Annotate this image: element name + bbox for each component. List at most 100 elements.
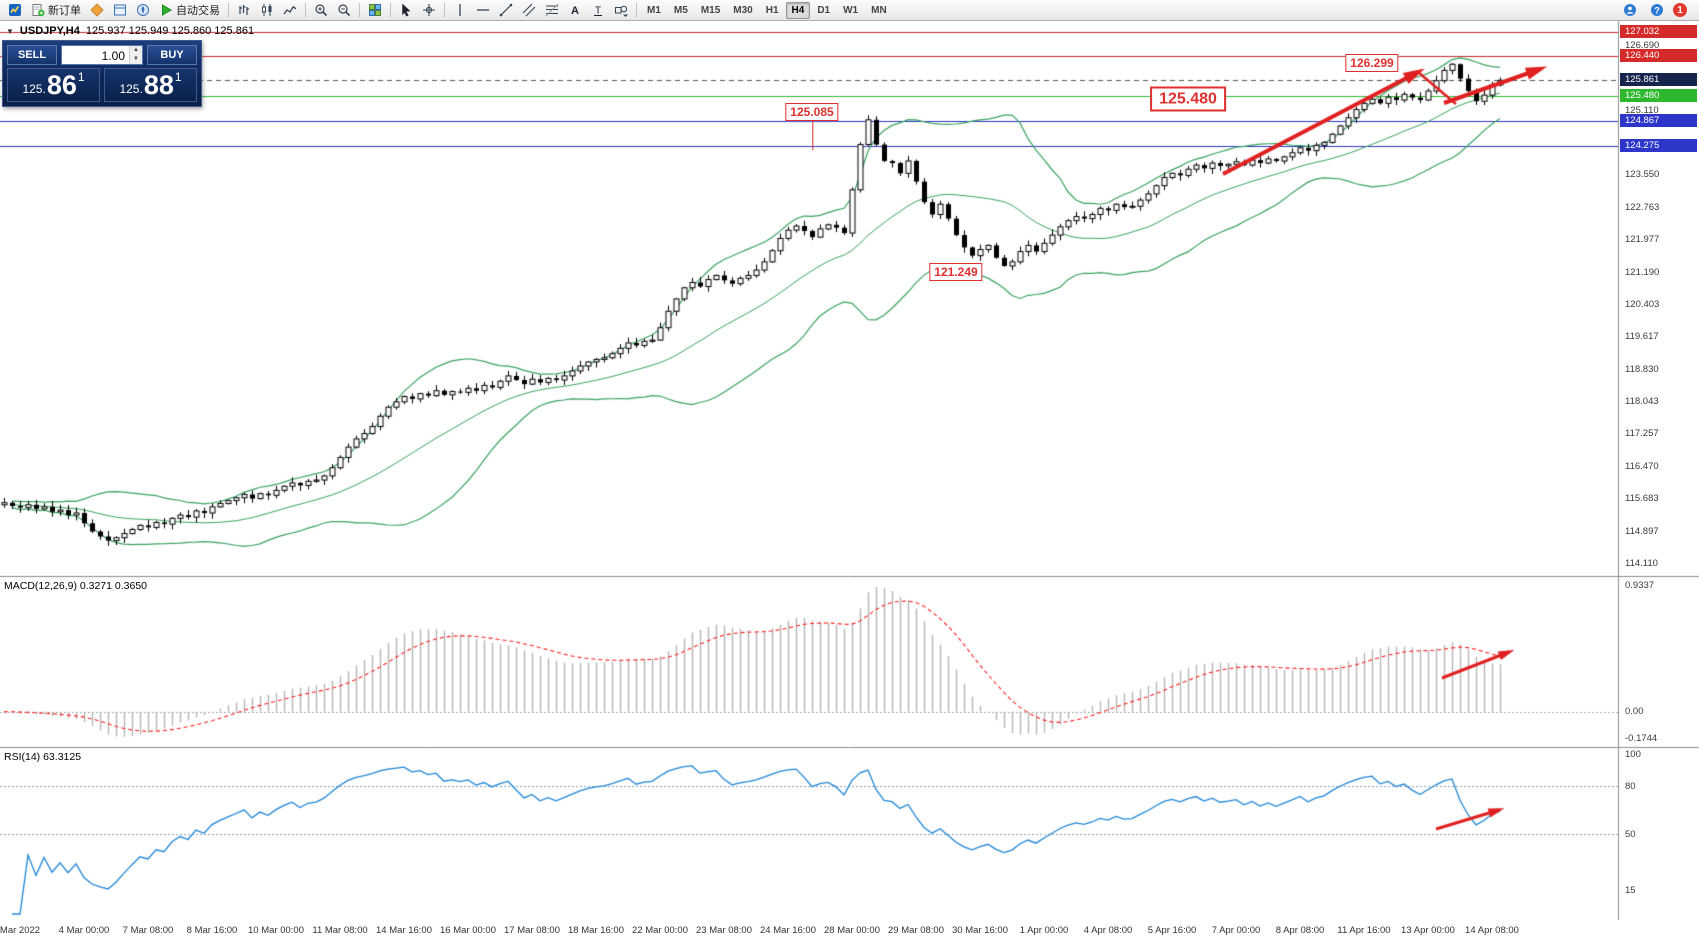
price-grid-label: 121.190 [1625, 266, 1660, 278]
time-label: 16 Mar 00:00 [440, 925, 496, 936]
volume-stepper[interactable]: ▲ ▼ [129, 46, 142, 64]
app-logo-button[interactable] [4, 1, 26, 19]
buy-price-pipette: 1 [174, 70, 182, 84]
rsi-scale-label: 80 [1625, 781, 1636, 792]
zoom-in-button[interactable] [310, 1, 332, 19]
tile-windows-icon [368, 3, 382, 17]
channel-button[interactable] [518, 1, 540, 19]
sell-button[interactable]: SELL [7, 45, 57, 65]
time-label: 1 Apr 00:00 [1019, 925, 1069, 936]
fibonacci-button[interactable] [541, 1, 563, 19]
timeframe-mn[interactable]: MN [871, 4, 887, 16]
price-annotation[interactable]: 125.480 [1150, 86, 1226, 112]
timeframe-m15[interactable]: M15 [700, 4, 721, 16]
time-label: 29 Mar 08:00 [888, 925, 944, 936]
tile-windows-button[interactable] [364, 1, 386, 19]
autotrading-label: 自动交易 [176, 5, 220, 17]
vline-button[interactable] [449, 1, 471, 19]
toolbar-separator [359, 3, 360, 17]
buy-price-big: 88 [143, 70, 174, 100]
price-grid-label: 114.110 [1625, 558, 1658, 570]
cursor-icon [399, 3, 413, 17]
chart-candles-icon [260, 3, 274, 17]
cursor-button[interactable] [395, 1, 417, 19]
volume-down-icon[interactable]: ▼ [130, 55, 142, 64]
shapes-button[interactable] [610, 1, 632, 19]
volume-input[interactable]: 1.00 ▲ ▼ [61, 45, 143, 65]
one-click-collapse-icon[interactable]: ▼ [6, 26, 14, 36]
timeframe-h1[interactable]: H1 [765, 4, 779, 16]
timeframe-m30[interactable]: M30 [733, 4, 753, 16]
zoom-out-button[interactable] [333, 1, 355, 19]
crosshair-icon [422, 3, 436, 17]
time-label: 8 Mar 16:00 [186, 925, 238, 936]
price-level-box-green: 125.480 [1620, 88, 1697, 102]
toolbar-separator [390, 3, 391, 17]
time-label: 14 Mar 16:00 [376, 925, 432, 936]
price-level-box-red: 127.032 [1620, 25, 1697, 39]
time-label: 10 Mar 00:00 [248, 925, 304, 936]
fibonacci-icon [545, 3, 559, 17]
timeframe-m1[interactable]: M1 [647, 4, 661, 16]
marketwatch-icon [90, 3, 104, 17]
label-button[interactable]: T [587, 1, 609, 19]
navigator-icon [136, 3, 150, 17]
help-button[interactable]: ? [1646, 1, 1668, 19]
notifications-badge[interactable]: 1 [1673, 3, 1687, 17]
rsi-scale-label: 15 [1625, 885, 1636, 896]
crosshair-button[interactable] [418, 1, 440, 19]
volume-up-icon[interactable]: ▲ [130, 46, 142, 55]
time-axis[interactable]: Mar 2022 4 Mar 00:00 7 Mar 08:00 8 Mar 16:0… [0, 920, 1699, 946]
price-annotation[interactable]: 125.085 [785, 103, 839, 151]
price-grid-label: 118.830 [1625, 363, 1659, 375]
data-window-button[interactable] [109, 1, 131, 19]
price-level-box-blue: 124.275 [1620, 138, 1697, 152]
time-label: 11 Mar 08:00 [312, 925, 368, 936]
rsi-scale-label: 100 [1625, 749, 1641, 760]
sell-price-button[interactable]: 125. 86 1 [7, 68, 100, 102]
channel-icon [522, 3, 536, 17]
timeframe-m5[interactable]: M5 [673, 4, 688, 16]
toolbar-separator [444, 3, 445, 17]
hline-button[interactable] [472, 1, 494, 19]
timeframe-h4[interactable]: H4 [785, 1, 811, 19]
zoom-in-icon [314, 3, 328, 17]
sell-price-big: 86 [46, 70, 77, 100]
community-button[interactable] [1619, 1, 1641, 19]
toolbar-separator [636, 3, 637, 17]
buy-price-button[interactable]: 125. 88 1 [104, 68, 197, 102]
timeframe-w1[interactable]: W1 [843, 4, 859, 16]
price-grid-label: 117.257 [1625, 428, 1659, 440]
trendline-button[interactable] [495, 1, 517, 19]
timeframe-d1[interactable]: D1 [817, 4, 831, 16]
time-label: 5 Apr 16:00 [1147, 925, 1197, 936]
shapes-icon [614, 3, 628, 17]
time-label: 4 Mar 00:00 [58, 925, 110, 936]
chart-bars-button[interactable] [233, 1, 255, 19]
chart-line-button[interactable] [279, 1, 301, 19]
toolbar: 新订单 自动交易 A T M1 M5 M15 M30 H1 H4 D1 W1 MN? 1 [0, 0, 1699, 21]
navigator-button[interactable] [132, 1, 154, 19]
ohlc-values: 125.937 125.949 125.860 125.861 [85, 25, 255, 37]
price-grid-label: 123.550 [1625, 169, 1660, 181]
time-label: Mar 2022 [0, 925, 41, 936]
marketwatch-button[interactable] [86, 1, 108, 19]
time-label: 23 Mar 08:00 [696, 925, 752, 936]
price-annotation[interactable]: 126.299 [1345, 53, 1399, 72]
autotrading-button[interactable]: 自动交易 [155, 1, 224, 19]
price-annotation[interactable]: 121.249 [929, 262, 983, 281]
time-label: 22 Mar 00:00 [632, 925, 688, 936]
text-button[interactable]: A [564, 1, 586, 19]
buy-button[interactable]: BUY [147, 45, 197, 65]
price-axis[interactable]: 126.690 125.110 123.550 122.763 121.977 121.1… [1618, 0, 1699, 946]
new-order-button[interactable]: 新订单 [27, 1, 85, 19]
price-grid-label: 125.110 [1625, 105, 1659, 117]
chart-candles-button[interactable] [256, 1, 278, 19]
time-label: 24 Mar 16:00 [760, 925, 816, 936]
help-icon: ? [1650, 3, 1664, 17]
buy-price-prefix: 125. [119, 82, 143, 96]
time-label: 28 Mar 00:00 [824, 925, 880, 936]
volume-value: 1.00 [101, 49, 125, 63]
